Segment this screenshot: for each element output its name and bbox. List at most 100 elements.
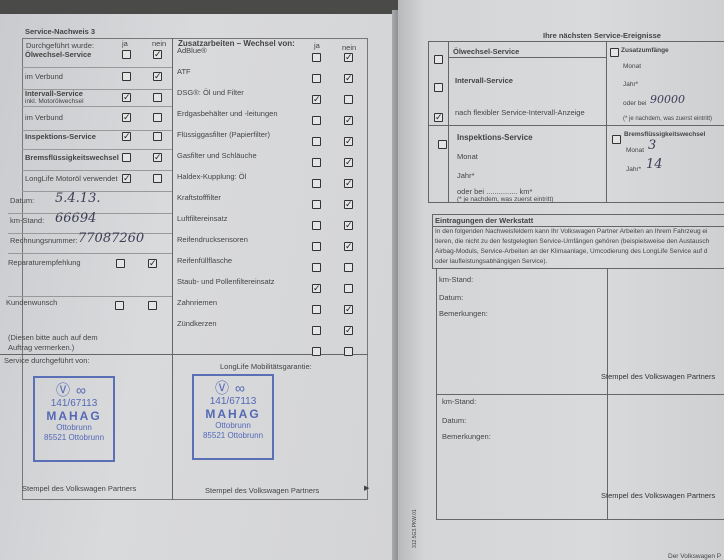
row-divider bbox=[8, 233, 172, 234]
divider bbox=[448, 41, 449, 203]
reparatur-nein-checkbox[interactable]: ✓ bbox=[148, 258, 157, 268]
extra-row-5-ja-checkbox[interactable] bbox=[312, 158, 321, 167]
extra-row-11-nein-checkbox[interactable] bbox=[344, 284, 353, 293]
extra-row-12-ja-checkbox[interactable] bbox=[312, 305, 321, 314]
brems-jahr-value: 14 bbox=[646, 157, 663, 172]
extra-row-4-ja-checkbox[interactable] bbox=[312, 137, 321, 146]
left-row-6-nein-checkbox[interactable] bbox=[153, 174, 162, 183]
extra-row-0-nein-checkbox[interactable]: ✓ bbox=[344, 52, 353, 62]
extra-row-11-ja-checkbox[interactable]: ✓ bbox=[312, 283, 321, 293]
service-by-label: Service durchgeführt von: bbox=[4, 356, 90, 365]
extra-row-5-nein-checkbox[interactable]: ✓ bbox=[344, 157, 353, 167]
divider bbox=[436, 394, 724, 395]
zusatz-footnote: (* je nachdem, was zuerst eintritt) bbox=[623, 116, 713, 122]
extra-row-2-ja-checkbox[interactable]: ✓ bbox=[312, 94, 321, 104]
footnote: (* je nachdem, was zuerst eintritt) bbox=[457, 196, 554, 203]
row-label: im Verbund bbox=[25, 113, 63, 122]
row-label: LongLife Motoröl verwendet bbox=[25, 174, 118, 183]
brems-checkbox[interactable] bbox=[612, 135, 621, 144]
left-row-1-ja-checkbox[interactable] bbox=[122, 72, 131, 81]
extra-row-14-nein-checkbox[interactable] bbox=[344, 347, 353, 356]
form-frame bbox=[22, 38, 368, 500]
reparatur-ja-checkbox[interactable] bbox=[116, 259, 125, 268]
form-title: Service-Nachweis 3 bbox=[25, 27, 96, 36]
row-divider bbox=[8, 213, 172, 214]
intervall-label: Intervall-Service bbox=[455, 76, 513, 85]
km-stand-label-1: km-Stand: bbox=[439, 275, 474, 284]
extra-row-4-nein-checkbox[interactable]: ✓ bbox=[344, 136, 353, 146]
extra-row-9-nein-checkbox[interactable]: ✓ bbox=[344, 241, 353, 251]
vw-audi-logo-icon: Ⓥ∞ bbox=[56, 382, 92, 398]
row-label: Inspektions-Service bbox=[25, 132, 96, 141]
extra-row-1-nein-checkbox[interactable]: ✓ bbox=[344, 73, 353, 83]
extra-row-3-nein-checkbox[interactable]: ✓ bbox=[344, 115, 353, 125]
km-stand-label-2: km-Stand: bbox=[442, 397, 477, 406]
extra-row-3-ja-checkbox[interactable] bbox=[312, 116, 321, 125]
zusatz-monat: Monat bbox=[623, 63, 642, 70]
reparatur-label: Reparaturempfehlung bbox=[8, 258, 81, 267]
field-value: 66694 bbox=[55, 211, 97, 226]
jahr-label: Jahr* bbox=[457, 171, 475, 180]
left-header: Durchgeführt wurde: bbox=[26, 41, 94, 50]
extra-row-13-ja-checkbox[interactable] bbox=[312, 326, 321, 335]
kundenwunsch-nein-checkbox[interactable] bbox=[148, 301, 157, 310]
extra-row-13-nein-checkbox[interactable]: ✓ bbox=[344, 325, 353, 335]
divider bbox=[448, 57, 606, 58]
oder-bei-text: oder bei bbox=[457, 187, 485, 196]
flexibel-label: nach flexibler Service-Intervall-Anzeige bbox=[455, 108, 585, 117]
left-row-0-ja-checkbox[interactable] bbox=[122, 50, 131, 59]
extra-row-9-ja-checkbox[interactable] bbox=[312, 242, 321, 251]
left-row-5-nein-checkbox[interactable]: ✓ bbox=[153, 152, 162, 162]
extra-row-1-ja-checkbox[interactable] bbox=[312, 74, 321, 83]
left-row-5-ja-checkbox[interactable] bbox=[122, 153, 131, 162]
extra-row-7-nein-checkbox[interactable]: ✓ bbox=[344, 199, 353, 209]
row-divider bbox=[22, 89, 172, 90]
dealer-stamp: Ⓥ∞ 141/67113 MAHAG Ottobrunn 85521 Ottob… bbox=[33, 376, 115, 462]
next-events-header: Ihre nächsten Service-Ereignisse bbox=[543, 31, 661, 40]
extra-row-7-ja-checkbox[interactable] bbox=[312, 200, 321, 209]
left-row-2-nein-checkbox[interactable] bbox=[153, 93, 162, 102]
stamp-name: MAHAG bbox=[46, 408, 102, 423]
inspektion-checkbox[interactable] bbox=[438, 140, 447, 149]
left-row-4-nein-checkbox[interactable] bbox=[153, 132, 162, 141]
extra-row-10-ja-checkbox[interactable] bbox=[312, 263, 321, 272]
left-row-1-nein-checkbox[interactable]: ✓ bbox=[153, 71, 162, 81]
extra-row-2-nein-checkbox[interactable] bbox=[344, 95, 353, 104]
extra-work-label: Zahnriemen bbox=[177, 298, 218, 307]
row-label: Bremsflüssigkeitswechsel bbox=[25, 153, 119, 162]
stamp-city: Ottobrunn bbox=[215, 421, 251, 431]
extra-row-0-ja-checkbox[interactable] bbox=[312, 53, 321, 62]
flexibel-checkbox[interactable]: ✓ bbox=[434, 112, 443, 122]
extra-row-14-ja-checkbox[interactable] bbox=[312, 347, 321, 356]
extra-row-6-ja-checkbox[interactable] bbox=[312, 179, 321, 188]
extra-row-8-ja-checkbox[interactable] bbox=[312, 221, 321, 230]
row-sublabel: inkl. Motorölwechsel bbox=[25, 98, 84, 105]
divider bbox=[172, 38, 173, 500]
left-row-3-ja-checkbox[interactable]: ✓ bbox=[122, 112, 131, 122]
left-row-0-nein-checkbox[interactable]: ✓ bbox=[153, 49, 162, 59]
row-divider bbox=[8, 253, 172, 254]
left-row-2-ja-checkbox[interactable]: ✓ bbox=[122, 92, 131, 102]
left-row-6-ja-checkbox[interactable]: ✓ bbox=[122, 173, 131, 183]
oel-checkbox[interactable] bbox=[434, 55, 443, 64]
longlife-label: LongLife Mobilitätsgarantie: bbox=[220, 362, 312, 371]
left-row-4-ja-checkbox[interactable]: ✓ bbox=[122, 131, 131, 141]
bemerkungen-label-2: Bemerkungen: bbox=[442, 432, 491, 441]
stamp-address: 85521 Ottobrunn bbox=[202, 430, 264, 440]
zusatz-checkbox[interactable] bbox=[610, 48, 619, 57]
extra-work-label: ATF bbox=[177, 67, 191, 76]
extra-row-8-nein-checkbox[interactable]: ✓ bbox=[344, 220, 353, 230]
stamp-label-right: Stempel des Volkswagen Partners bbox=[205, 486, 320, 495]
field-label: km-Stand: bbox=[10, 216, 45, 225]
extra-work-label: Zündkerzen bbox=[177, 319, 217, 328]
zusatz-label: Zusatzumfänge bbox=[621, 47, 669, 54]
intervall-checkbox[interactable] bbox=[434, 83, 443, 92]
row-divider bbox=[22, 191, 172, 192]
extra-row-6-nein-checkbox[interactable]: ✓ bbox=[344, 178, 353, 188]
left-row-3-nein-checkbox[interactable] bbox=[153, 113, 162, 122]
kundenwunsch-ja-checkbox[interactable] bbox=[115, 301, 124, 310]
inspektion-label: Inspektions-Service bbox=[457, 133, 533, 142]
extra-row-12-nein-checkbox[interactable]: ✓ bbox=[344, 304, 353, 314]
stamp-label-2: Stempel des Volkswagen Partners bbox=[601, 491, 716, 500]
extra-row-10-nein-checkbox[interactable] bbox=[344, 263, 353, 272]
